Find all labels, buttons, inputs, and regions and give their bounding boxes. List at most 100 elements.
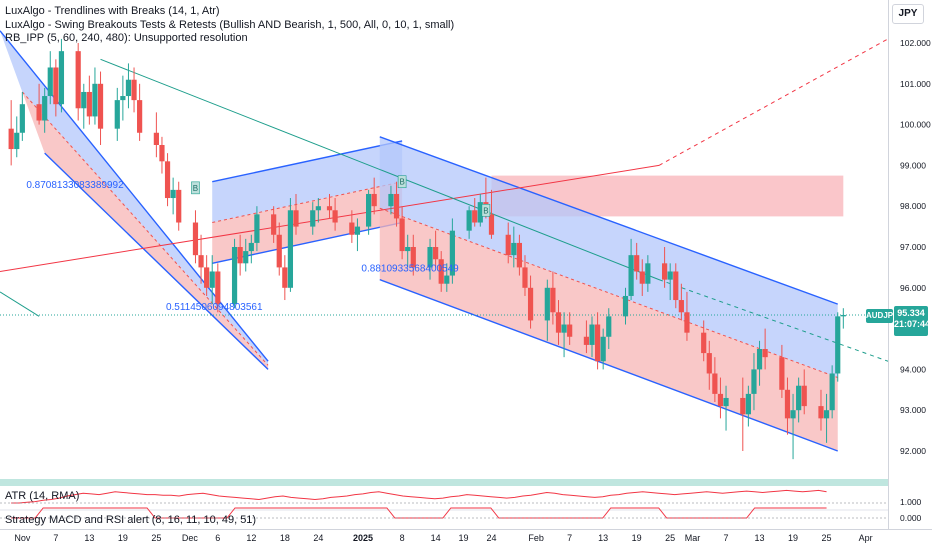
candle: [388, 185, 394, 215]
time-tick-label: Apr: [859, 533, 873, 543]
time-tick-label: 25: [665, 533, 675, 543]
candle: [589, 316, 595, 358]
candle-body: [198, 255, 204, 268]
time-tick-label: 18: [280, 533, 290, 543]
candle-body: [53, 67, 59, 105]
breakout-marker: B: [397, 175, 407, 189]
candle: [438, 251, 444, 292]
candle: [405, 234, 411, 268]
candle: [427, 238, 433, 280]
candle-body: [706, 353, 712, 374]
candle: [745, 385, 751, 427]
candle-body: [701, 332, 707, 354]
candle: [477, 193, 483, 227]
candle-body: [723, 397, 729, 407]
candle-body: [282, 267, 288, 288]
trendline: [658, 38, 889, 166]
candle: [684, 291, 690, 341]
currency-button[interactable]: JPY: [892, 4, 924, 24]
price-tick-label: 96.000: [900, 283, 926, 293]
candle: [712, 357, 718, 403]
candle-body: [796, 385, 802, 411]
time-tick-label: 24: [486, 533, 496, 543]
channel-lower-line: [44, 152, 269, 370]
candle-body: [393, 193, 400, 219]
candle-body: [315, 206, 321, 211]
candle: [315, 198, 321, 223]
candle: [544, 279, 550, 341]
candle: [527, 275, 534, 329]
candle: [600, 328, 606, 370]
candle-body: [756, 349, 763, 370]
candle: [723, 385, 729, 431]
candle: [628, 238, 634, 301]
candle: [170, 177, 176, 215]
candle-body: [209, 271, 215, 288]
candle-body: [600, 336, 606, 362]
candle-body: [712, 373, 718, 394]
candle: [131, 67, 137, 113]
candle: [326, 193, 333, 219]
candle: [583, 320, 590, 354]
trendline: [0, 291, 40, 317]
indicator-legend-swing-breakouts[interactable]: LuxAlgo - Swing Breakouts Tests & Retest…: [5, 19, 455, 31]
channel-value-label: 0.5114506094803561: [166, 302, 263, 313]
candle-body: [684, 312, 690, 333]
candle-body: [204, 267, 210, 288]
time-tick-label: 14: [431, 533, 441, 543]
breakout-marker-label: B: [483, 206, 488, 215]
candle: [801, 369, 807, 415]
time-tick-label: 13: [755, 533, 765, 543]
candle-body: [287, 210, 294, 288]
candle: [762, 328, 768, 370]
candle-body: [678, 300, 684, 313]
candle: [19, 91, 25, 141]
candle: [271, 206, 277, 243]
candle: [639, 259, 645, 296]
candle: [47, 51, 53, 105]
candle-body: [271, 214, 277, 235]
channel-mid-line: [212, 181, 403, 224]
candle-body: [137, 100, 143, 133]
candle-body: [354, 226, 361, 235]
price-tick-label: 93.000: [900, 405, 926, 415]
time-tick-label: 19: [459, 533, 469, 543]
indicator-legend-trendlines[interactable]: LuxAlgo - Trendlines with Breaks (14, 1,…: [5, 5, 220, 17]
candle-body: [594, 324, 601, 362]
candle-body: [248, 242, 254, 252]
time-tick-label: Feb: [528, 533, 544, 543]
channel-mid-line: [21, 91, 269, 366]
candle: [371, 177, 377, 215]
candle-body: [192, 222, 199, 256]
candle-body: [86, 91, 92, 117]
candle-body: [662, 263, 668, 280]
time-tick-label: 8: [400, 533, 405, 543]
time-tick-label: 7: [53, 533, 58, 543]
candle-body: [326, 206, 333, 211]
candle-body: [349, 222, 355, 235]
candle: [120, 75, 126, 121]
candle-body: [628, 255, 634, 296]
candle-body: [310, 210, 316, 227]
candle-body: [405, 247, 411, 252]
candle: [293, 193, 299, 235]
candle: [276, 222, 282, 276]
candle-body: [779, 357, 785, 390]
candle-body: [516, 242, 522, 268]
indicator-legend-rb-ipp[interactable]: RB_IPP (5, 60, 240, 480): Unsupported re…: [5, 32, 248, 44]
candle: [36, 83, 42, 125]
candle-body: [673, 271, 679, 301]
candle-body: [544, 287, 550, 321]
atr-pane-label[interactable]: ATR (14, RMA): [5, 490, 80, 502]
candle: [717, 377, 724, 419]
candle: [516, 234, 522, 276]
lower-panes: [0, 479, 888, 519]
candle: [209, 255, 215, 305]
candle-body: [511, 242, 517, 256]
channel-lower-line: [379, 278, 838, 452]
strategy-pane-label[interactable]: Strategy MACD and RSI alert (8, 16, 11, …: [5, 514, 257, 526]
candle-body: [42, 96, 48, 121]
candle: [58, 38, 65, 113]
